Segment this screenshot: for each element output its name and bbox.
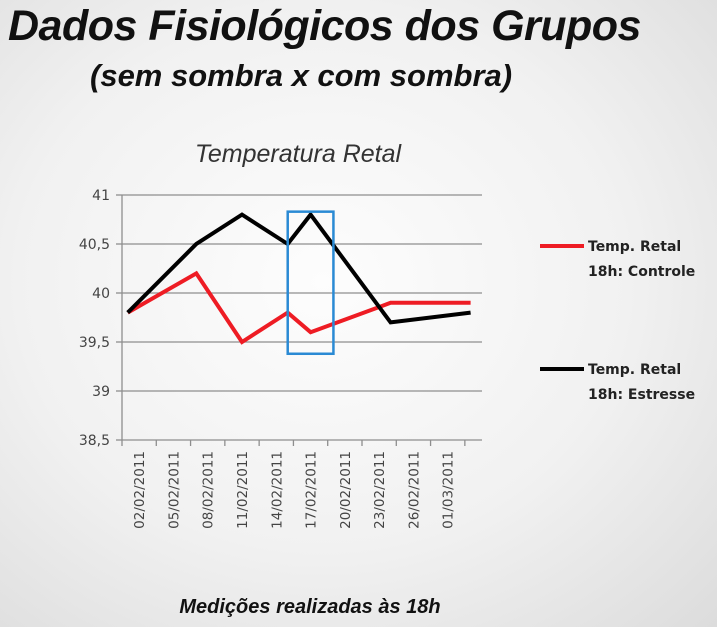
legend: Temp. Retal 18h: Controle Temp. Retal 18h: … <box>540 239 695 403</box>
x-tick-label: 01/03/2011 <box>441 451 457 529</box>
x-tick-label: 02/02/2011 <box>132 451 148 529</box>
x-tick-label: 23/02/2011 <box>372 451 388 529</box>
series-line-estresse <box>126 211 471 325</box>
highlight-box-layer <box>286 210 335 356</box>
y-tick-label: 40 <box>92 286 110 302</box>
y-tick-label: 40,5 <box>79 237 110 253</box>
x-tick-label: 14/02/2011 <box>269 451 285 529</box>
y-tick-label: 41 <box>92 188 110 204</box>
legend-label: 18h: Controle <box>588 264 695 280</box>
legend-label: Temp. Retal <box>588 362 681 378</box>
data-series <box>126 211 471 345</box>
chart-title: Temperatura Retal <box>195 140 403 168</box>
slide-title: Dados Fisiológicos dos Grupos <box>8 2 641 50</box>
highlight-box <box>286 210 335 356</box>
grid-lines <box>122 194 482 392</box>
legend-label: Temp. Retal <box>588 239 681 255</box>
x-tick-label: 05/02/2011 <box>166 451 182 529</box>
x-tick-label: 11/02/2011 <box>235 451 251 529</box>
y-tick-label: 39 <box>92 384 110 400</box>
legend-label: 18h: Estresse <box>588 387 695 403</box>
y-axis-ticks: 38,5 39 39,5 40 40,5 41 <box>79 188 110 449</box>
axes <box>116 194 482 446</box>
slide-subtitle: (sem sombra x com sombra) <box>90 58 513 93</box>
y-tick-label: 38,5 <box>79 433 110 449</box>
y-tick-label: 39,5 <box>79 335 110 351</box>
x-tick-label: 26/02/2011 <box>406 451 422 529</box>
x-axis-ticks: 02/02/2011 05/02/2011 08/02/2011 11/02/2011… <box>132 451 457 529</box>
x-tick-label: 17/02/2011 <box>304 451 320 529</box>
x-tick-label: 08/02/2011 <box>201 451 217 529</box>
x-axis-label: Medições realizadas às 18h <box>179 596 440 618</box>
x-tick-label: 20/02/2011 <box>338 451 354 529</box>
series-line-controle <box>126 270 471 345</box>
